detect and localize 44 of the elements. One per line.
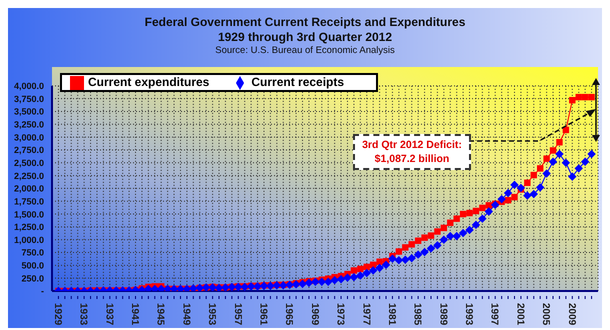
x-tick-label: 1961 xyxy=(257,303,268,326)
x-tick-label: 1989 xyxy=(437,303,448,326)
x-tick-label: 1937 xyxy=(103,303,114,326)
chart-subtitle: 1929 through 3rd Quarter 2012 xyxy=(216,30,394,44)
y-tick-label: 500.0 xyxy=(21,260,44,271)
chart-title: Federal Government Current Receipts and Expenditures xyxy=(144,15,466,29)
y-tick-label: 2,250.0 xyxy=(14,170,44,181)
y-tick-label: 4,000.0 xyxy=(14,81,44,92)
y-tick-label: 1,500.0 xyxy=(14,209,44,220)
x-tick-label: 1949 xyxy=(180,303,192,326)
x-tick-label: 1969 xyxy=(308,303,320,326)
y-tick-label: 750.0 xyxy=(21,248,44,258)
y-tick-label: 1,250.0 xyxy=(14,222,44,232)
source-note: Source: U.S. Bureau of Economic Analysis xyxy=(214,45,396,56)
y-tick-label: 1,000.0 xyxy=(14,234,44,245)
x-tick-label: 1993 xyxy=(463,303,474,326)
x-tick-label: 2009 xyxy=(566,303,577,326)
x-tick-label: 1965 xyxy=(283,303,294,326)
y-tick-label: - xyxy=(41,286,44,296)
y-tick-label: 3,750.0 xyxy=(14,94,44,104)
x-tick-label: 1953 xyxy=(206,303,218,326)
legend-label: Current expenditures xyxy=(88,75,210,89)
x-tick-label: 1945 xyxy=(154,303,166,326)
y-tick-label: 3,250.0 xyxy=(14,119,44,130)
x-tick-label: 1957 xyxy=(232,303,243,326)
y-tick-label: 2,750.0 xyxy=(14,145,44,156)
y-tick-label: 250.0 xyxy=(21,273,44,284)
x-tick-label: 1997 xyxy=(488,303,500,326)
x-tick-label: 1929 xyxy=(52,303,63,326)
y-tick-label: 1,750.0 xyxy=(14,196,44,206)
y-tick-label: 3,000.0 xyxy=(14,132,44,142)
x-tick-label: 1981 xyxy=(386,303,397,326)
y-tick-label: 2,000.0 xyxy=(14,184,44,194)
x-tick-label: 2005 xyxy=(540,303,552,326)
x-tick-label: 2001 xyxy=(514,303,526,326)
x-tick-label: 1941 xyxy=(129,303,140,326)
y-tick-label: 2,500.0 xyxy=(14,158,44,168)
legend-label: Current receipts xyxy=(251,75,344,89)
x-tick-label: 1933 xyxy=(78,303,89,326)
y-tick-label: 3,500.0 xyxy=(14,106,44,117)
x-tick-label: 1973 xyxy=(334,303,346,326)
annotation: 3rd Qtr 2012 Deficit: $1,087.2 billion xyxy=(353,134,471,170)
x-tick-label: 1977 xyxy=(360,303,372,326)
x-tick-label: 1985 xyxy=(412,303,423,326)
